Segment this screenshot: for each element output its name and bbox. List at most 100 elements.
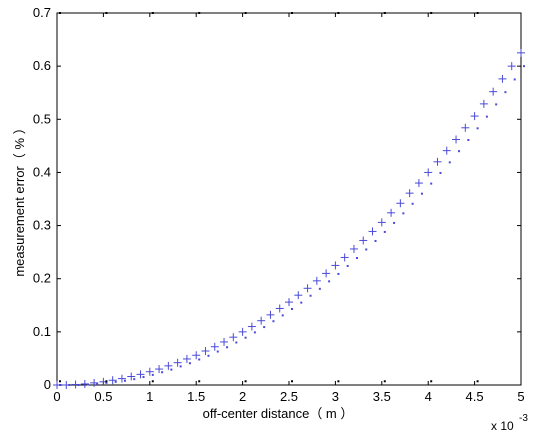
data-point-dot [337, 272, 340, 275]
data-point-plus [387, 208, 396, 217]
data-point-plus [117, 374, 126, 383]
data-point-plus [377, 218, 386, 227]
x-multiplier-exponent: -3 [519, 413, 528, 424]
x-tick-label: 3.5 [373, 389, 391, 404]
data-point-dot [151, 380, 154, 383]
data-point-plus [424, 168, 433, 177]
data-point-plus [266, 310, 275, 319]
data-point-dot [105, 12, 108, 14]
data-point-dot [179, 365, 182, 368]
data-point-dot [458, 150, 461, 153]
y-tick-label: 0.2 [33, 271, 51, 286]
y-tick-label: 0.4 [33, 164, 51, 179]
plot-area [56, 12, 522, 386]
data-point-plus [368, 227, 377, 236]
data-point-dot [448, 161, 451, 164]
data-point-dot [77, 384, 80, 386]
data-point-dot [430, 380, 433, 383]
data-point-dot [86, 383, 89, 386]
data-point-dot [244, 380, 247, 383]
data-point-dot [272, 320, 275, 323]
data-point-plus [470, 112, 479, 121]
data-point-dot [198, 12, 201, 14]
data-point-plus [164, 361, 173, 370]
data-point-plus [452, 135, 461, 144]
data-point-plus [275, 304, 284, 313]
data-point-dot [68, 384, 71, 386]
data-point-dot [411, 202, 414, 205]
data-point-plus [182, 354, 191, 363]
y-tick-label: 0.1 [33, 324, 51, 339]
data-point-plus [405, 189, 414, 198]
data-point-plus [108, 376, 117, 385]
data-point-dot [291, 308, 293, 311]
data-point-plus [349, 244, 358, 253]
data-point-dot [495, 103, 498, 106]
y-tick-label: 0.5 [33, 111, 51, 126]
data-point-dot [309, 294, 312, 297]
data-point-dot [207, 354, 210, 357]
data-point-plus [498, 74, 507, 83]
data-point-dot [198, 358, 201, 361]
data-point-dot [226, 346, 229, 349]
data-point-plus [173, 358, 182, 367]
y-axis-label: measurement error（ % ） [12, 121, 27, 276]
data-point-plus [396, 199, 405, 208]
data-point-dot [291, 12, 293, 14]
data-point-dot [142, 376, 145, 379]
x-multiplier-label: x 10 [491, 419, 514, 433]
data-point-plus [294, 291, 303, 300]
data-point-dot [476, 12, 479, 14]
data-point-dot [96, 382, 99, 385]
data-point-plus [340, 253, 349, 262]
data-point-plus [136, 370, 145, 379]
data-point-plus [229, 333, 238, 342]
data-point-dot [59, 384, 61, 386]
y-tick-label: 0.7 [33, 5, 51, 20]
data-marks [53, 12, 525, 389]
y-tick-label: 0.3 [33, 218, 51, 233]
data-point-dot [123, 379, 126, 382]
data-point-dot [393, 221, 396, 224]
data-point-dot [161, 371, 164, 374]
data-point-dot [365, 248, 368, 251]
data-point-dot [355, 256, 358, 259]
y-tick-label: 0 [44, 377, 51, 392]
data-point-plus [442, 146, 451, 155]
data-point-dot [337, 12, 340, 14]
data-point-plus [201, 346, 210, 355]
data-point-dot [105, 380, 108, 383]
data-point-dot [198, 380, 201, 383]
data-point-dot [188, 362, 191, 365]
x-tick-label: 3 [332, 389, 339, 404]
data-point-dot [383, 380, 386, 383]
data-point-plus [331, 261, 340, 270]
data-point-dot [59, 12, 61, 14]
data-point-dot [244, 12, 247, 14]
data-point-dot [337, 380, 340, 383]
x-tick-label: 0 [53, 389, 60, 404]
data-point-dot [253, 331, 256, 334]
data-point-plus [145, 367, 154, 376]
data-point-plus [192, 351, 201, 360]
data-point-dot [318, 287, 321, 290]
data-point-plus [507, 62, 516, 71]
data-point-dot [244, 336, 247, 339]
data-point-dot [114, 380, 117, 383]
data-point-dot [105, 381, 108, 384]
y-tick-label: 0.6 [33, 58, 51, 73]
data-point-dot [430, 182, 433, 185]
data-point-dot [523, 65, 525, 68]
data-point-plus [414, 179, 423, 188]
x-tick-label: 4.5 [466, 389, 484, 404]
data-point-dot [476, 127, 479, 130]
data-point-plus [489, 87, 498, 96]
data-point-dot [504, 91, 507, 94]
x-tick-label: 4 [425, 389, 432, 404]
data-point-dot [513, 78, 516, 81]
data-point-dot [485, 115, 488, 118]
data-point-dot [420, 192, 423, 195]
data-point-dot [467, 139, 470, 142]
x-tick-label: 2 [239, 389, 246, 404]
